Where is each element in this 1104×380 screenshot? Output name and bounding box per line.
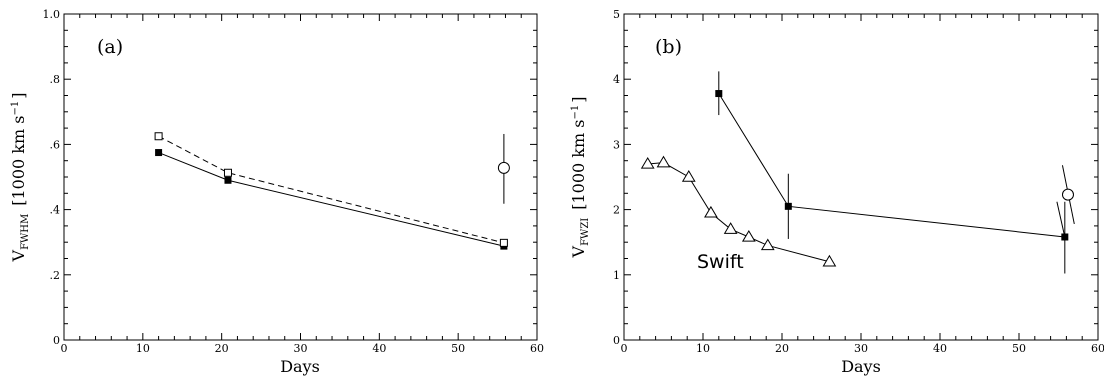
data-point-open-square [154, 132, 163, 141]
y-label-unit-a: [1000 km s [9, 116, 28, 206]
x-tick-label: 30 [294, 342, 308, 355]
data-point-open-triangle [760, 238, 775, 251]
data-point-open-circle [1061, 188, 1074, 201]
y-tick-label: 1 [613, 269, 620, 282]
swift-annotation: Swift [697, 251, 744, 273]
x-axis-label-a: Days [280, 357, 320, 376]
series-3-line [1056, 201, 1066, 238]
y-label-unit-close-b: ] [569, 97, 588, 103]
y-label-sub-b: FWZI [580, 218, 591, 246]
panel-a: 0 10 20 30 40 50 60 0 .2 .4 .6 .8 1.0 (a) Days VFWHM… [9, 8, 544, 376]
data-point-filled-square [155, 149, 163, 157]
x-tick-label: 60 [530, 342, 544, 355]
data-point-open-triangle [704, 205, 718, 218]
y-tick-label: .2 [50, 269, 61, 282]
x-tick-label: 20 [775, 342, 789, 355]
y-axis-label-b: VFWZI [1000 km s−1] [569, 97, 591, 259]
data-point-filled-square [715, 90, 723, 98]
y-label-main-a: V [9, 249, 28, 262]
panel-label-a: (a) [97, 36, 123, 58]
x-tick-label: 60 [1091, 342, 1104, 355]
series-group-b [640, 71, 1075, 274]
y-tick-label: 4 [613, 73, 620, 86]
data-point-open-triangle [681, 170, 696, 182]
y-tick-label: .4 [50, 204, 61, 217]
data-point-open-triangle [656, 155, 671, 168]
x-tick-label: 40 [372, 342, 386, 355]
plot-frame-a [63, 13, 538, 341]
y-label-sub-a: FWHM [20, 214, 31, 250]
y-tick-label: 0 [53, 334, 60, 347]
data-point-open-triangle [741, 229, 756, 242]
y-label-unit-exp-a: −1 [10, 101, 21, 116]
series-1-line [647, 162, 830, 263]
x-axis-label-b: Days [841, 357, 881, 376]
data-point-filled-square [224, 176, 232, 184]
data-point-open-triangle [723, 222, 738, 234]
series-1-line [158, 135, 505, 244]
y-tick-label: .8 [50, 73, 61, 86]
x-tick-label: 50 [1012, 342, 1026, 355]
y-label-unit-exp-b: −1 [570, 105, 581, 120]
data-point-filled-square [784, 202, 792, 210]
y-label-unit-b: [1000 km s [569, 120, 588, 210]
panel-label-b: (b) [655, 36, 682, 58]
panel-b: 0 10 20 30 40 50 60 0 1 2 3 4 5 (b) Swift Days VFWZI… [569, 8, 1104, 376]
y-label-main-b: V [569, 245, 588, 258]
x-tick-label: 20 [215, 342, 229, 355]
data-point-open-triangle [640, 156, 655, 169]
axis-ticks-a: 0 10 20 30 40 50 60 0 .2 .4 .6 .8 1.0 [43, 8, 545, 355]
y-axis-label-a: VFWHM [1000 km s−1] [9, 93, 31, 263]
y-tick-label: 1.0 [43, 8, 61, 21]
data-point-open-square [499, 238, 508, 247]
plot-frame-b [623, 13, 1099, 341]
x-tick-label: 40 [933, 342, 947, 355]
y-label-unit-close-a: ] [9, 93, 28, 99]
x-tick-label: 10 [136, 342, 150, 355]
y-tick-label: 5 [613, 8, 620, 21]
y-tick-label: .6 [50, 138, 61, 151]
x-tick-label: 50 [451, 342, 465, 355]
y-tick-label: 2 [613, 204, 620, 217]
y-tick-label: 0 [613, 334, 620, 347]
y-tick-label: 3 [613, 138, 620, 151]
series-0-line [718, 93, 1065, 238]
axis-ticks-b: 0 10 20 30 40 50 60 0 1 2 3 4 5 [613, 8, 1104, 355]
series-group-a [154, 132, 510, 250]
x-tick-label: 10 [696, 342, 710, 355]
x-tick-label: 0 [621, 342, 628, 355]
data-point-open-square [223, 168, 232, 177]
data-point-open-triangle [822, 254, 837, 267]
data-point-open-circle [497, 161, 510, 174]
x-tick-label: 30 [854, 342, 868, 355]
x-tick-label: 0 [61, 342, 68, 355]
